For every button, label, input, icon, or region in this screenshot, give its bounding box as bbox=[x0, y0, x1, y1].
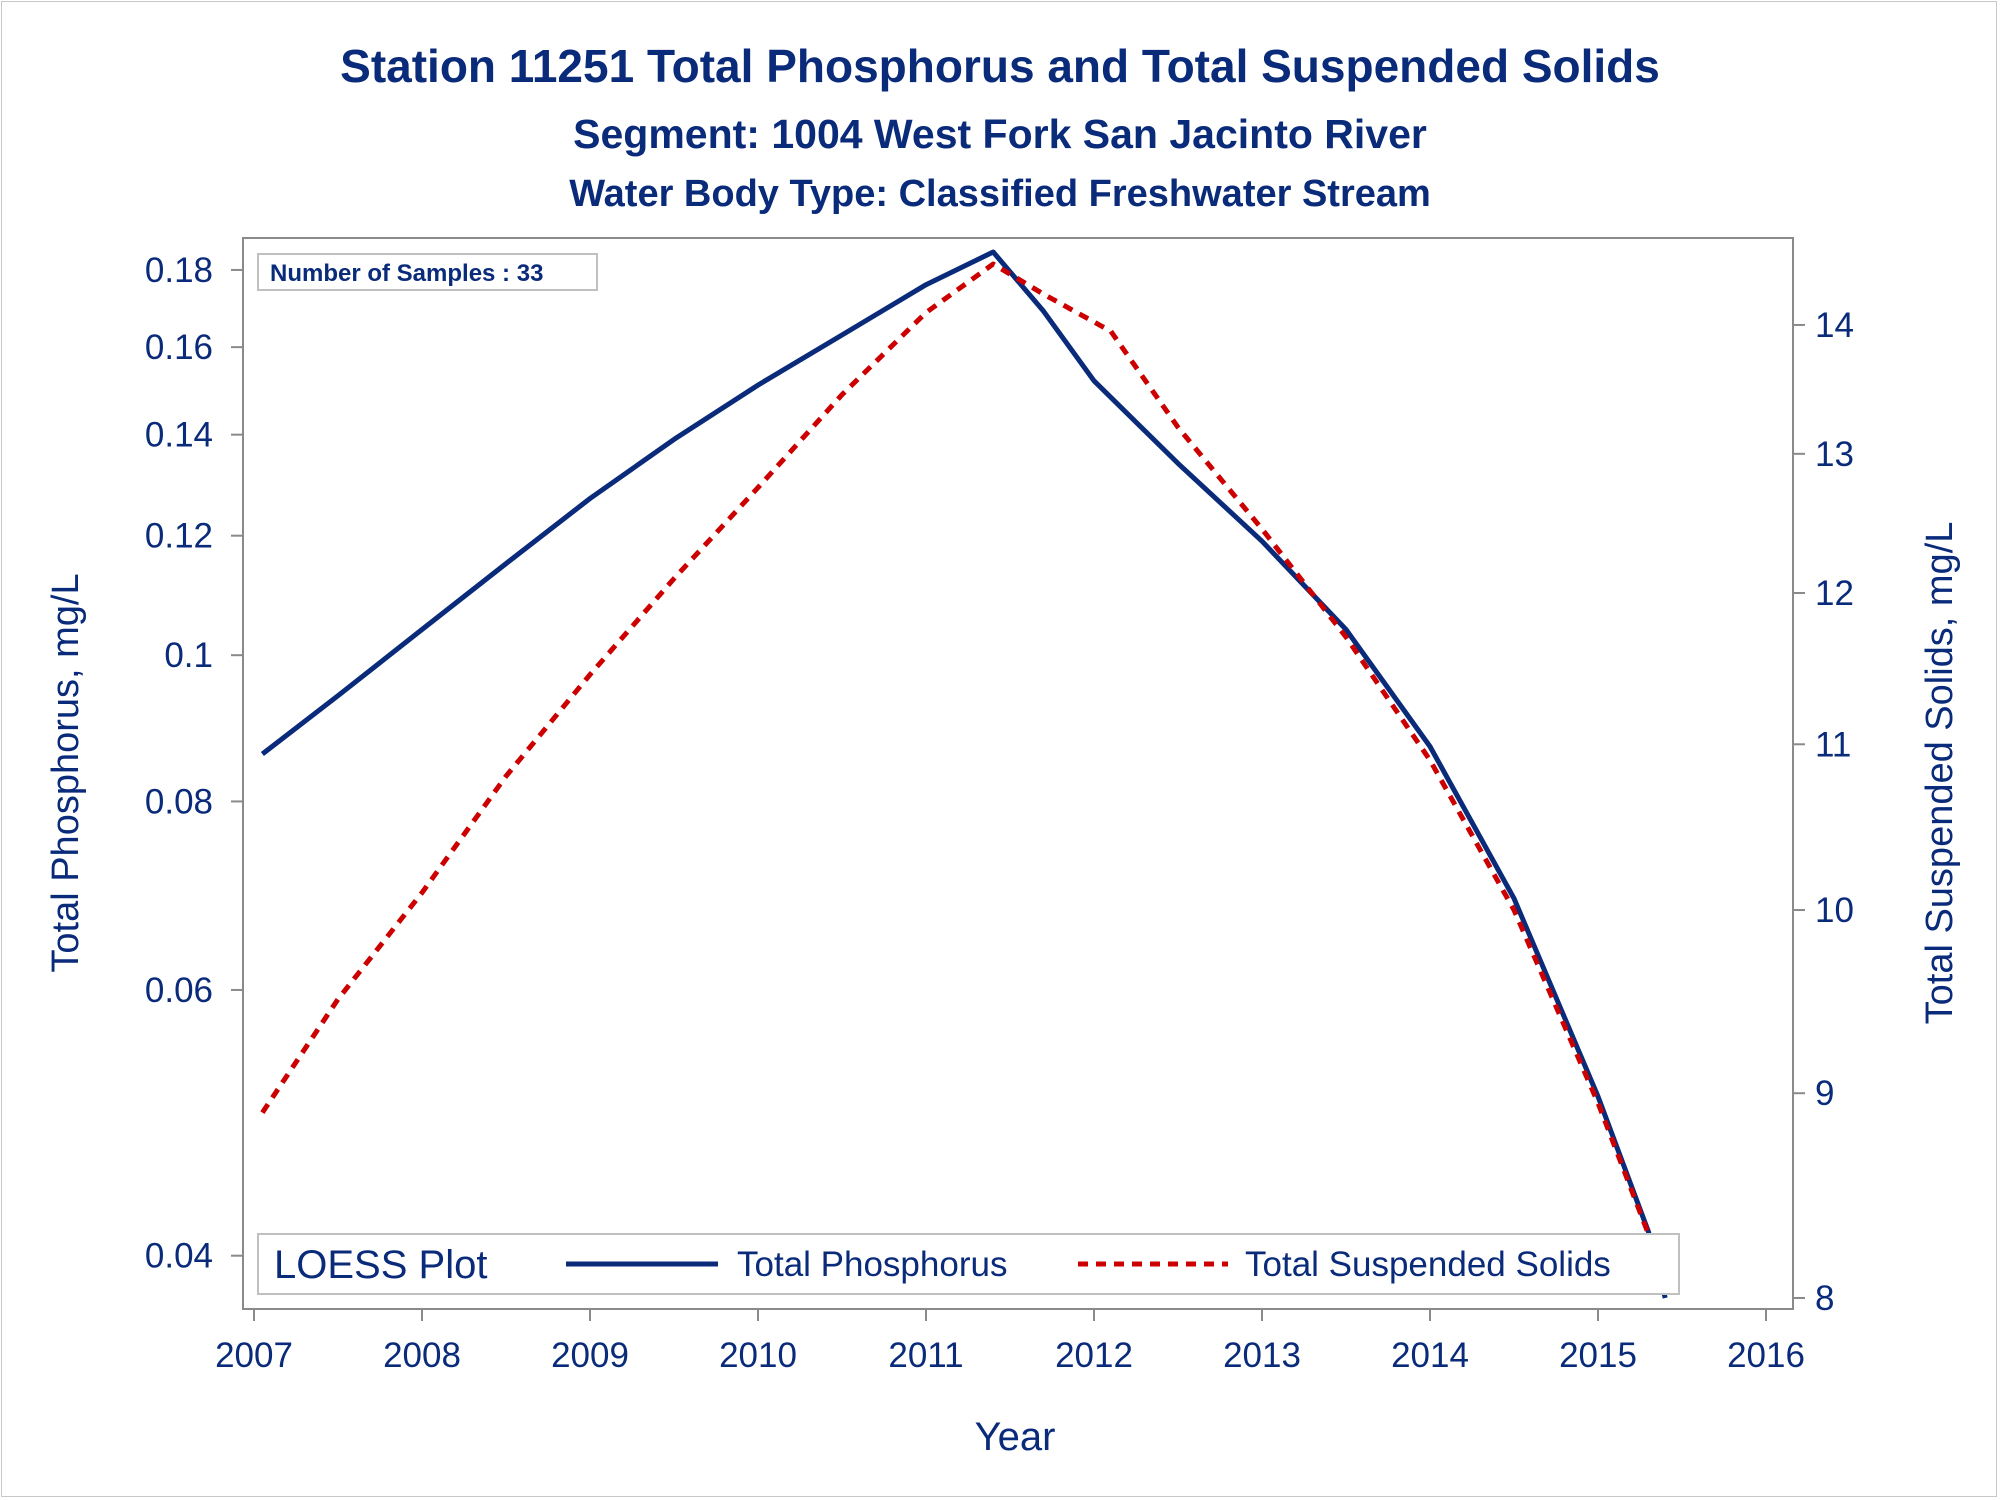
x-tick-label: 2008 bbox=[383, 1336, 461, 1375]
x-tick-label: 2007 bbox=[215, 1336, 293, 1375]
chart-subtitle-2: Water Body Type: Classified Freshwater S… bbox=[569, 173, 1431, 215]
x-tick-label: 2009 bbox=[551, 1336, 629, 1375]
plot-area bbox=[242, 237, 1794, 1310]
x-tick-label: 2016 bbox=[1727, 1336, 1805, 1375]
y-left-tick-label: 0.12 bbox=[145, 517, 213, 556]
y-left-tick-label: 0.08 bbox=[145, 782, 213, 821]
legend-box bbox=[257, 1233, 1680, 1295]
y-left-tick-label: 0.14 bbox=[145, 416, 213, 455]
chart-title: Station 11251 Total Phosphorus and Total… bbox=[340, 40, 1660, 92]
legend: LOESS Plot Total Phosphorus Total Suspen… bbox=[257, 1233, 1680, 1295]
y-right-tick-label: 10 bbox=[1815, 891, 1854, 930]
y-right-tick-label: 14 bbox=[1815, 306, 1854, 345]
y-left-tick-label: 0.16 bbox=[145, 328, 213, 367]
x-tick-label: 2014 bbox=[1391, 1336, 1469, 1375]
y-right-tick-label: 13 bbox=[1815, 435, 1854, 474]
legend-label-total-phosphorus: Total Phosphorus bbox=[737, 1245, 1007, 1284]
sample-count-annotation: Number of Samples : 33 bbox=[257, 253, 598, 291]
annotation-box bbox=[257, 253, 598, 291]
series-layer bbox=[260, 249, 1668, 1299]
annotation-text: Number of Samples : 33 bbox=[270, 260, 543, 287]
x-tick-label: 2010 bbox=[719, 1336, 797, 1375]
y-right-tick-label: 8 bbox=[1815, 1279, 1834, 1318]
x-tick-label: 2013 bbox=[1223, 1336, 1301, 1375]
series-line-total-suspended-solids bbox=[260, 261, 1668, 1278]
series-line-total-phosphorus bbox=[260, 249, 1668, 1299]
y-right-tick-label: 9 bbox=[1815, 1074, 1834, 1113]
y-left-tick-label: 0.06 bbox=[145, 971, 213, 1010]
y-axis-left: 0.04 0.06 0.08 0.1 0.12 0.14 0.16 0.18 bbox=[145, 251, 243, 1276]
y-left-tick-label: 0.04 bbox=[145, 1237, 213, 1276]
y-left-tick-label: 0.18 bbox=[145, 251, 213, 290]
x-tick-label: 2011 bbox=[888, 1336, 963, 1375]
y-left-tick-label: 0.1 bbox=[164, 636, 213, 675]
y-axis-left-label: Total Phosphorus, mg/L bbox=[45, 573, 87, 972]
y-right-tick-label: 11 bbox=[1815, 725, 1851, 764]
chart-subtitle: Segment: 1004 West Fork San Jacinto Rive… bbox=[573, 111, 1427, 157]
x-axis: 2007 2008 2009 2010 2011 2012 2013 2014 2015 2016 bbox=[215, 1309, 1805, 1375]
x-tick-label: 2012 bbox=[1055, 1336, 1133, 1375]
y-right-tick-label: 12 bbox=[1815, 574, 1854, 613]
x-tick-label: 2015 bbox=[1559, 1336, 1637, 1375]
legend-label-total-suspended-solids: Total Suspended Solids bbox=[1245, 1245, 1611, 1284]
legend-title: LOESS Plot bbox=[274, 1243, 487, 1287]
x-axis-label: Year bbox=[975, 1415, 1056, 1459]
y-axis-right-label: Total Suspended Solids, mg/L bbox=[1919, 522, 1961, 1025]
y-axis-right: 8 9 10 11 12 13 14 bbox=[1793, 306, 1854, 1318]
